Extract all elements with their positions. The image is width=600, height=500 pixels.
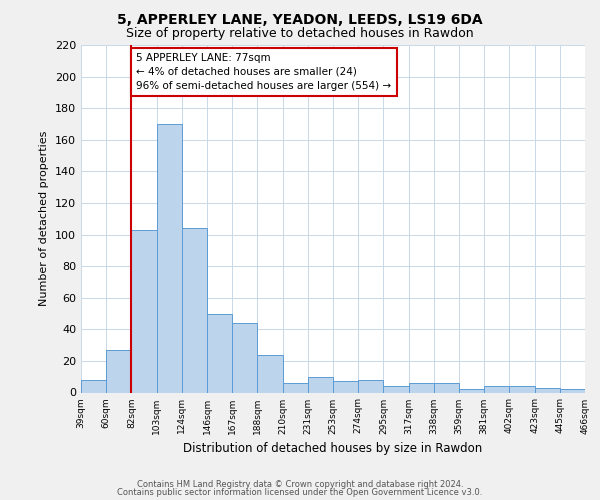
Bar (81, 380, 106, 392)
Bar (283, 383, 308, 392)
Bar (560, 390, 585, 392)
Y-axis label: Number of detached properties: Number of detached properties (40, 131, 49, 306)
Bar (207, 314, 232, 392)
Text: 5, APPERLEY LANE, YEADON, LEEDS, LS19 6DA: 5, APPERLEY LANE, YEADON, LEEDS, LS19 6D… (117, 12, 483, 26)
Bar (131, 230, 157, 392)
Text: Contains HM Land Registry data © Crown copyright and database right 2024.: Contains HM Land Registry data © Crown c… (137, 480, 463, 489)
Bar (434, 383, 459, 392)
Bar (232, 323, 257, 392)
X-axis label: Distribution of detached houses by size in Rawdon: Distribution of detached houses by size … (184, 442, 482, 455)
Bar (358, 380, 383, 392)
Bar (106, 350, 131, 393)
Bar (308, 376, 333, 392)
Bar (535, 388, 560, 392)
Bar (257, 354, 283, 393)
Bar (484, 386, 509, 392)
Text: Contains public sector information licensed under the Open Government Licence v3: Contains public sector information licen… (118, 488, 482, 497)
Bar (333, 382, 358, 392)
Bar (409, 383, 434, 392)
Bar (509, 386, 535, 392)
Bar (459, 390, 484, 392)
Bar (383, 386, 409, 392)
Text: Size of property relative to detached houses in Rawdon: Size of property relative to detached ho… (126, 28, 474, 40)
Text: 5 APPERLEY LANE: 77sqm
← 4% of detached houses are smaller (24)
96% of semi-deta: 5 APPERLEY LANE: 77sqm ← 4% of detached … (136, 53, 392, 91)
Bar (157, 124, 182, 392)
Bar (182, 228, 207, 392)
